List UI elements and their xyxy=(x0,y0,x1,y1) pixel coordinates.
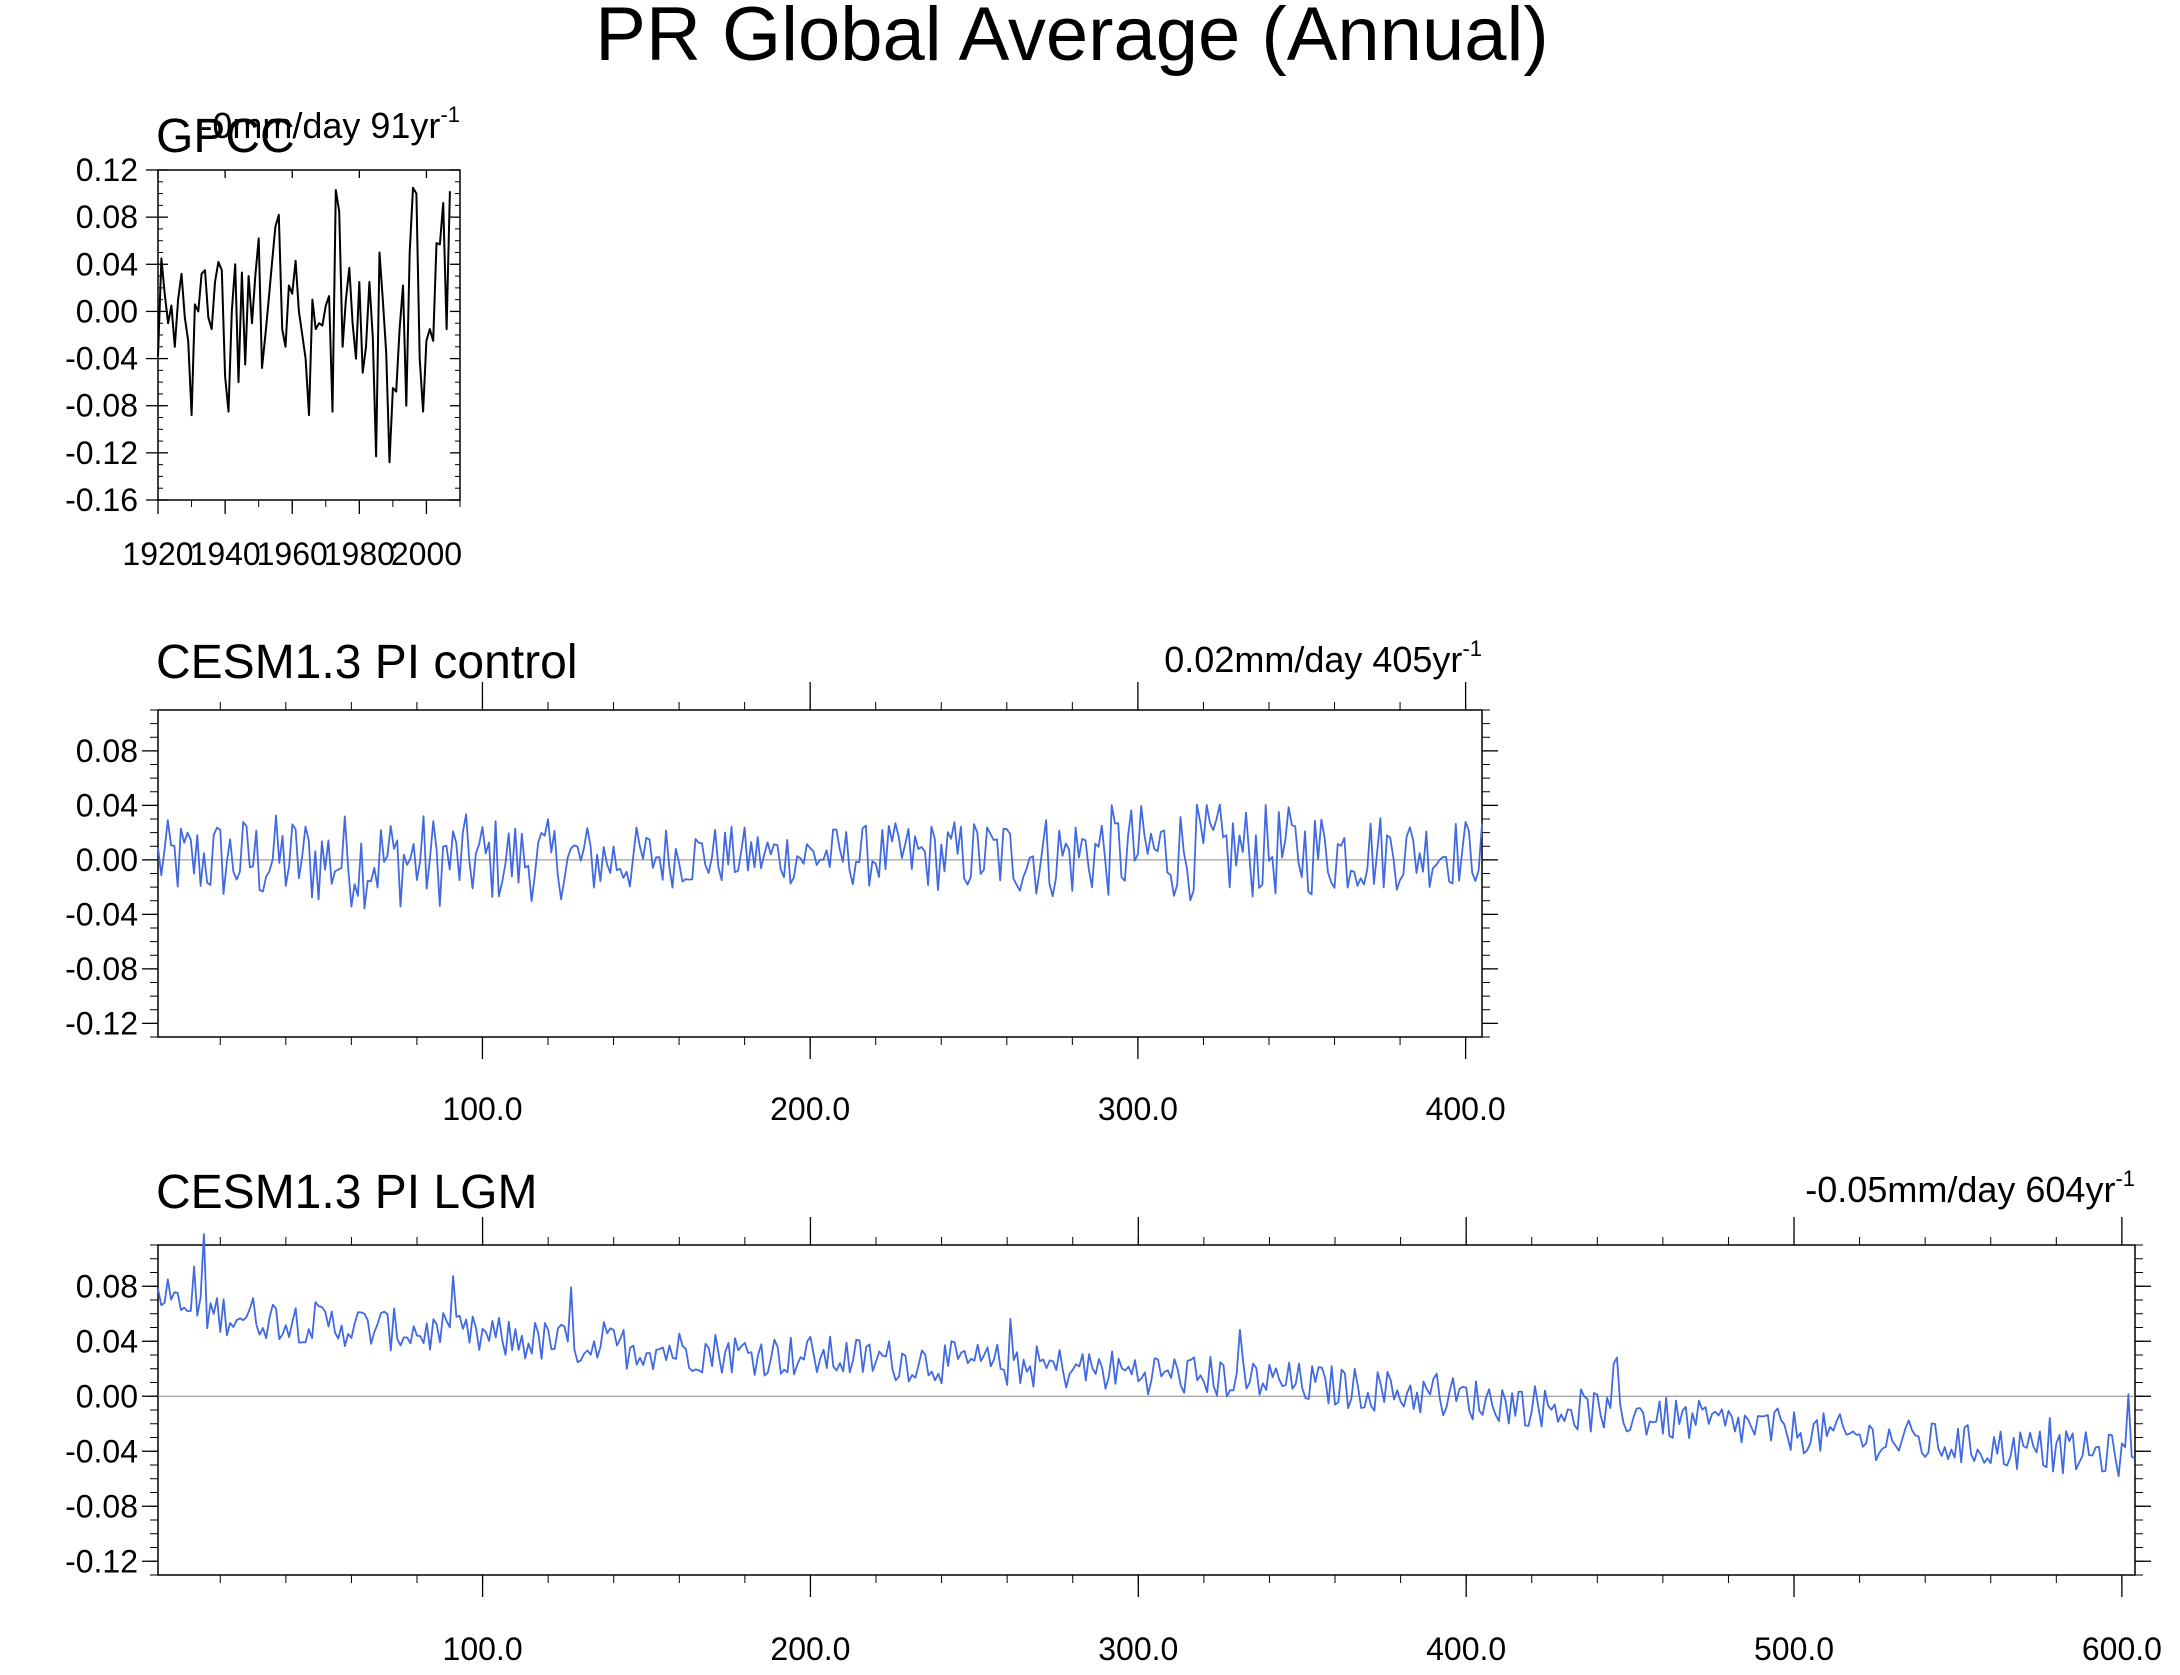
trend-label: 0.02mm/day 405yr-1 xyxy=(1164,636,1482,680)
x-tick-label: 1960 xyxy=(257,536,328,572)
plot-frame xyxy=(157,709,1483,1038)
y-tick-label: 0.08 xyxy=(76,733,138,769)
series-line xyxy=(157,186,451,464)
y-tick-label: -0.12 xyxy=(65,1543,138,1579)
x-tick-label: 200.0 xyxy=(770,1631,850,1667)
panel-title: CESM1.3 PI control xyxy=(156,636,578,689)
trend-label-value: 0.02mm/day 405yr xyxy=(1164,639,1462,680)
trend-label-exponent: -1 xyxy=(440,102,460,127)
y-tick-label: -0.04 xyxy=(65,1433,138,1469)
trend-label-exponent: -1 xyxy=(1462,636,1482,661)
x-tick-label: 500.0 xyxy=(1754,1631,1834,1667)
x-tick-label: 1940 xyxy=(190,536,261,572)
y-tick-label: -0.12 xyxy=(65,435,138,471)
y-tick-label: -0.08 xyxy=(65,951,138,987)
x-tick-label: 300.0 xyxy=(1098,1091,1178,1127)
series-line xyxy=(157,803,1483,910)
plot-frame xyxy=(157,169,461,501)
y-tick-label: -0.04 xyxy=(65,341,138,377)
y-tick-label: 0.08 xyxy=(76,199,138,235)
x-tick-label: 2000 xyxy=(391,536,462,572)
y-tick-label: 0.04 xyxy=(76,246,138,282)
y-tick-label: -0.16 xyxy=(65,482,138,518)
figure-title: PR Global Average (Annual) xyxy=(595,0,1548,77)
x-tick-label: 100.0 xyxy=(443,1631,523,1667)
y-tick-label: -0.04 xyxy=(65,896,138,932)
chart-panel-3: 0.08 0.04 0.00 -0.04 -0.08 -0.12 100.0 200.0 300… xyxy=(65,1166,2162,1667)
panel-title: GPCC xyxy=(156,110,295,163)
y-tick-label: 0.00 xyxy=(76,842,138,878)
panel-title: CESM1.3 PI LGM xyxy=(156,1166,537,1219)
x-tick-label: 100.0 xyxy=(442,1091,522,1127)
trend-label: -0.05mm/day 604yr-1 xyxy=(1805,1166,2135,1210)
y-tick-label: 0.04 xyxy=(76,1323,138,1359)
x-tick-label: 200.0 xyxy=(770,1091,850,1127)
y-tick-label: 0.12 xyxy=(76,152,138,188)
trend-label-value: -0.05mm/day 604yr xyxy=(1805,1169,2115,1210)
y-tick-label: -0.08 xyxy=(65,388,138,424)
y-tick-label: 0.08 xyxy=(76,1268,138,1304)
chart-panel-1: 0.12 0.08 0.04 0.00 -0.04 -0.08 -0.12 -0.16 1920… xyxy=(65,102,462,572)
series-line xyxy=(157,1233,2136,1477)
x-tick-label: 1980 xyxy=(324,536,395,572)
trend-label: -0mm/day 91yr-1 xyxy=(200,102,460,146)
x-tick-label: 1920 xyxy=(122,536,193,572)
trend-label-exponent: -1 xyxy=(2115,1166,2135,1191)
y-tick-label: 0.04 xyxy=(76,787,138,823)
x-tick-label: 400.0 xyxy=(1426,1091,1506,1127)
y-tick-label: 0.00 xyxy=(76,293,138,329)
x-tick-label: 400.0 xyxy=(1426,1631,1506,1667)
y-tick-label: -0.08 xyxy=(65,1488,138,1524)
x-tick-label: 600.0 xyxy=(2082,1631,2162,1667)
chart-panel-2: 0.08 0.04 0.00 -0.04 -0.08 -0.12 100.0 200.0 300… xyxy=(65,636,1506,1127)
y-tick-label: -0.12 xyxy=(65,1005,138,1041)
y-tick-label: 0.00 xyxy=(76,1378,138,1414)
x-tick-label: 300.0 xyxy=(1098,1631,1178,1667)
trend-label-value: -0mm/day 91yr xyxy=(200,105,440,146)
